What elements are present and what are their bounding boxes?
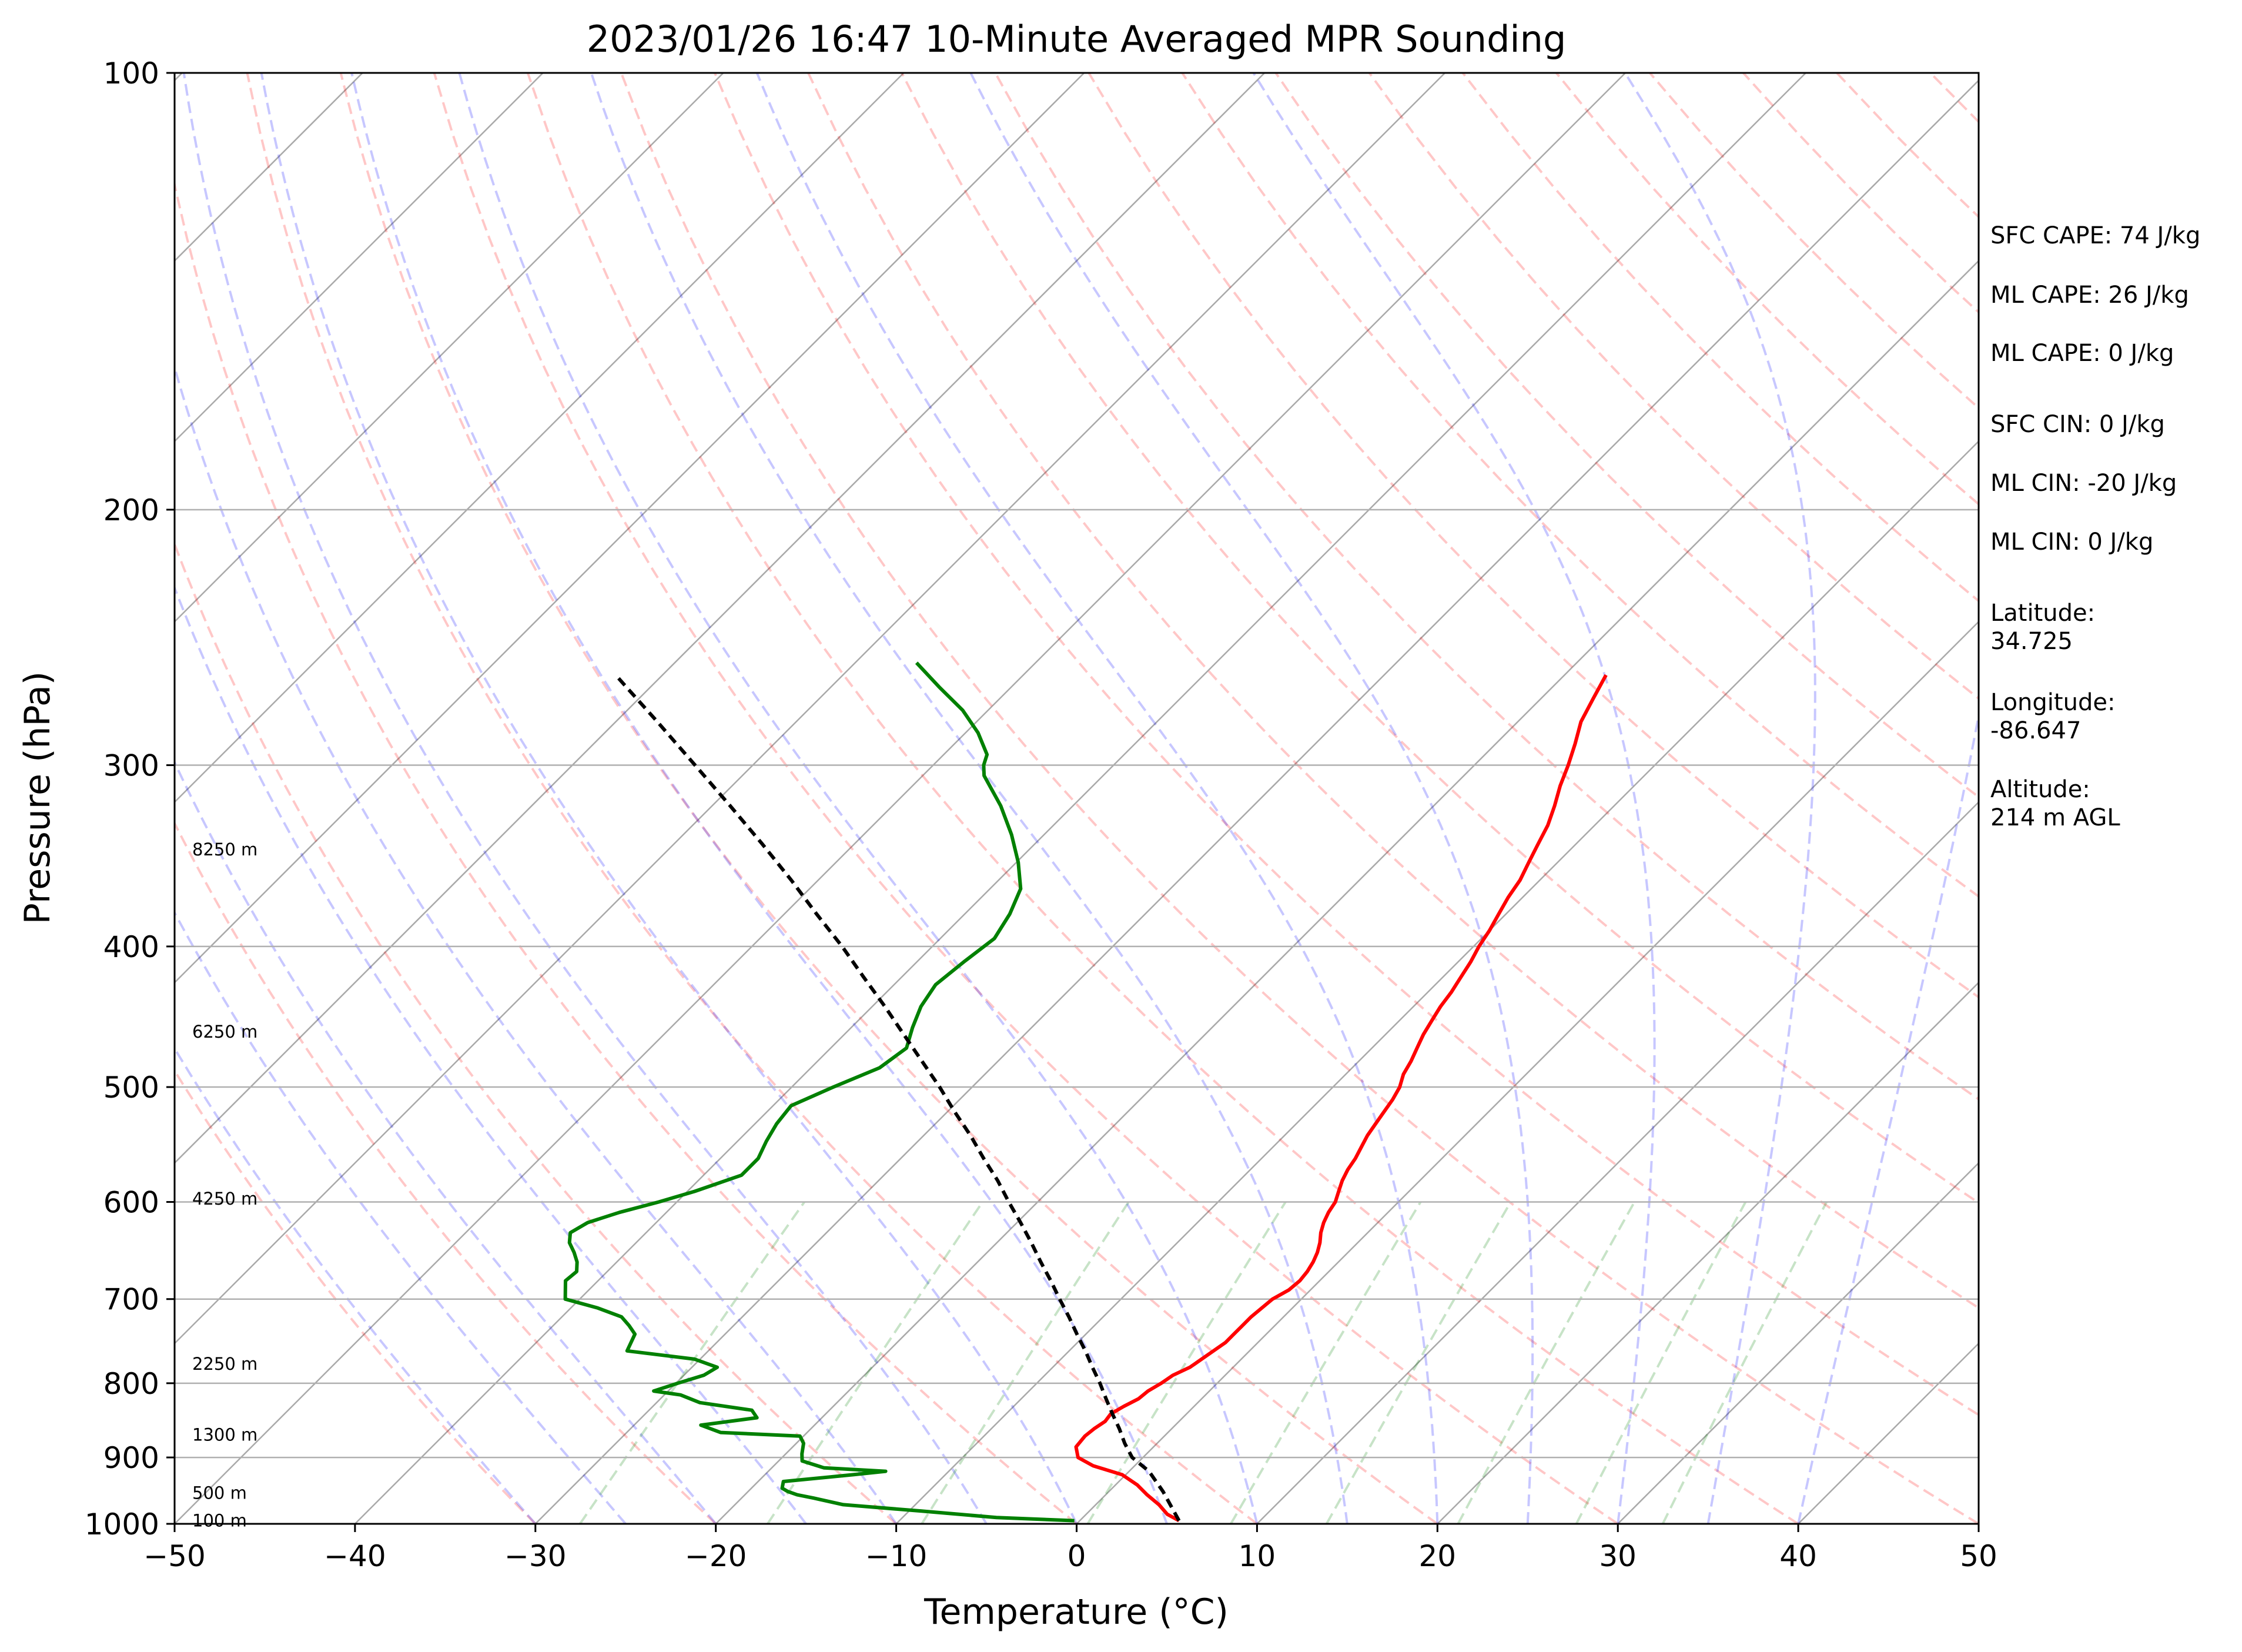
sounding-parameter-text: -86.647 [1990,717,2081,744]
chart-title: 2023/01/26 16:47 10-Minute Averaged MPR … [587,18,1567,61]
isotherm-line [175,73,1445,1345]
isotherm-line [1437,981,1979,1524]
x-tick-label: −10 [865,1539,928,1573]
y-tick-label: 800 [103,1367,159,1401]
mixing-ratio-line [578,1201,806,1524]
x-tick-label: −30 [504,1539,567,1573]
height-label: 6250 m [192,1022,257,1042]
dry-adiabat-line [714,73,1979,1417]
dry-adiabat-line [1181,73,1979,898]
dry-adiabat-line [1087,73,1979,999]
x-tick-label: 20 [1418,1539,1456,1573]
isotherm-line [895,440,1979,1524]
y-tick-label: 300 [103,749,159,783]
dry-adiabat-line [339,73,1438,1524]
sounding-parameter-text: Latitude: [1990,600,2095,627]
isotherm-line [175,73,1266,1164]
y-axis-label: Pressure (hPa) [17,671,58,924]
sounding-parameter-text: Longitude: [1990,689,2115,716]
y-tick-label: 900 [103,1441,159,1475]
moist-adiabat-line [260,73,1078,1524]
moist-adiabat-line [969,73,1534,1524]
mixing-ratio-line [1575,1201,1747,1524]
sounding-parameter-text: Altitude: [1990,776,2090,803]
dry-adiabat-line [807,73,1979,1310]
dry-adiabat-line [175,541,897,1524]
isotherm-line [1256,801,1979,1524]
height-label: 2250 m [192,1354,257,1374]
isotherm-line [534,79,1979,1524]
isotherm-line [1617,1162,1979,1524]
y-tick-label: 500 [103,1071,159,1105]
height-labels: 100 m 500 m 1300 m 2250 m 4250 m 6250 m 8250 m [192,840,257,1531]
dry-adiabat-line [433,73,1619,1524]
dry-adiabat-line [175,178,1078,1524]
isotherm-line [175,73,1085,984]
x-tick-label: 30 [1599,1539,1637,1573]
y-tick-label: 700 [103,1283,159,1317]
x-tick-label: 10 [1239,1539,1276,1573]
x-tick-label: −50 [143,1539,206,1573]
dry-adiabat-line [526,73,1799,1524]
moist-adiabat-line [175,760,717,1524]
sounding-parameter-text: 34.725 [1990,628,2073,655]
mixing-ratio-line [1661,1201,1828,1524]
isotherm-line [354,73,1806,1524]
sounding-parameter-text: 214 m AGL [1990,804,2120,831]
isotherm-line [175,73,724,623]
sounding-parameter-text: SFC CAPE: 74 J/kg [1990,222,2200,249]
moist-adiabat-line [350,73,1168,1524]
dry-adiabat-line [901,73,1979,1205]
x-tick-label: −20 [685,1539,747,1573]
y-tick-label: 100 [103,56,159,91]
height-label: 4250 m [192,1189,257,1209]
sounding-parameter-text: ML CIN: -20 J/kg [1990,470,2177,497]
isotherm-line [175,73,1626,1524]
background-lines [175,73,1979,1524]
dewpoint-profile-line [563,661,1075,1523]
x-axis-ticks: −50 −40 −30 −20 −10 0 10 20 30 40 50 [143,1524,1997,1573]
x-axis-label: Temperature (°C) [923,1591,1229,1633]
moist-adiabat-line [458,73,1259,1524]
x-tick-label: 0 [1068,1539,1086,1573]
moist-adiabat-line [175,910,627,1524]
parcel-profile-line [614,674,1181,1522]
y-tick-label: 400 [103,930,159,964]
height-label: 100 m [192,1511,247,1531]
moist-adiabat-line [175,1046,537,1524]
y-tick-label: 1000 [85,1507,159,1541]
height-label: 500 m [192,1483,247,1503]
y-axis-ticks: 1000 900 800 700 600 500 400 300 200 100 [85,56,175,1541]
dry-adiabat-line [1274,73,1979,799]
temperature-profile-line [1074,674,1608,1523]
isotherm-line [715,259,1979,1524]
sounding-parameter-text: SFC CIN: 0 J/kg [1990,411,2165,438]
y-tick-label: 200 [103,493,159,527]
series-layer [563,661,1608,1523]
dry-adiabat-line [175,821,717,1524]
y-tick-label: 600 [103,1185,159,1219]
isotherm-line [175,73,905,804]
sounding-parameter-text: ML CAPE: 26 J/kg [1990,282,2189,309]
dry-adiabat-line [620,73,1979,1524]
x-tick-label: 50 [1960,1539,1997,1573]
dry-adiabat-line [994,73,1979,1101]
moist-adiabat-line [1252,73,1656,1524]
dry-adiabat-line [246,73,1258,1524]
moist-adiabat-line [755,73,1439,1524]
x-tick-label: 40 [1779,1539,1817,1573]
height-label: 1300 m [192,1424,257,1444]
height-label: 8250 m [192,840,257,860]
moist-adiabat-line [590,73,1348,1524]
sounding-parameter-text: ML CAPE: 0 J/kg [1990,340,2174,367]
sounding-parameter-text: ML CIN: 0 J/kg [1990,529,2153,556]
sounding-parameters-panel: SFC CAPE: 74 J/kg ML CAPE: 26 J/kg ML CAPE… [1990,222,2200,831]
isotherm-line [1076,620,1979,1524]
isotherm-line [175,73,544,443]
x-tick-label: −40 [324,1539,386,1573]
moist-adiabat-line [175,363,898,1524]
